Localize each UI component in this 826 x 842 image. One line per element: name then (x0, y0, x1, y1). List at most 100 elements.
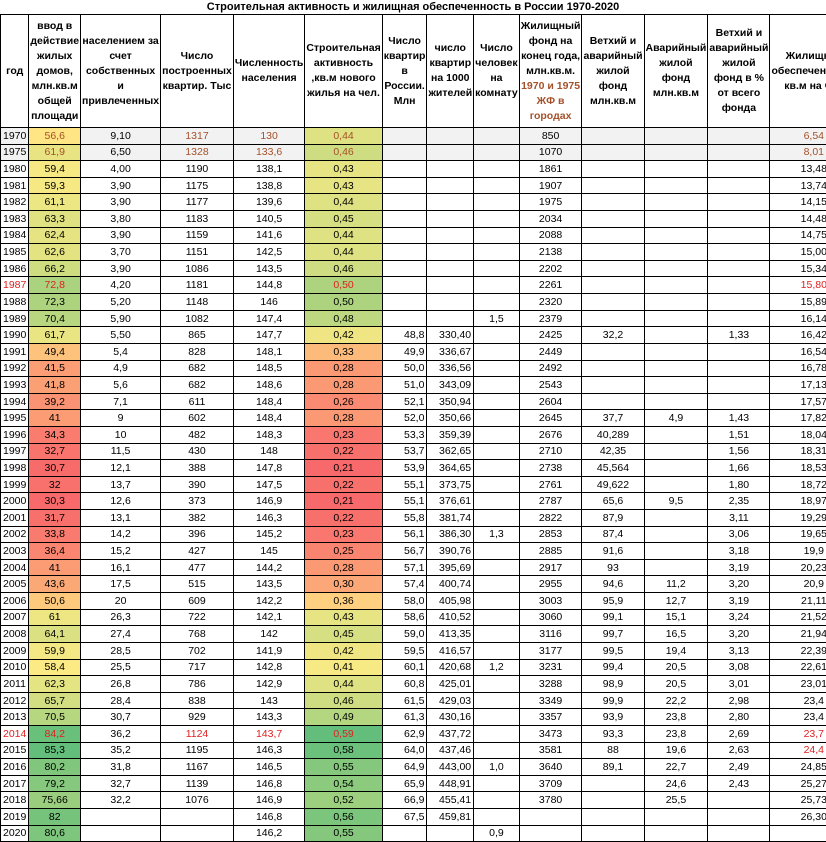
cell-dilapidated-percent: 3,19 (708, 593, 770, 610)
cell-built-total: 41 (29, 559, 81, 576)
cell-activity: 0,50 (305, 294, 382, 311)
cell-built-private: 5,50 (81, 327, 161, 344)
cell-dilapidated: 42,35 (582, 443, 644, 460)
cell-population: 143,3 (233, 709, 304, 726)
cell-apartments-total: 53,7 (382, 443, 427, 460)
cell-built-total: 49,4 (29, 343, 81, 360)
cell-built-private: 25,5 (81, 659, 161, 676)
cell-year: 2009 (1, 642, 29, 659)
cell-built-private: 4,9 (81, 360, 161, 377)
cell-dilapidated (582, 825, 644, 842)
cell-population: 139,6 (233, 194, 304, 211)
cell-people-per-room: 0,9 (474, 825, 520, 842)
cell-built-private: 7,1 (81, 393, 161, 410)
cell-apartments-built: 1076 (161, 792, 234, 809)
cell-year: 1983 (1, 211, 29, 228)
cell-housing-stock: 2676 (519, 426, 582, 443)
cell-apartments-total: 52,1 (382, 393, 427, 410)
cell-housing-stock: 3709 (519, 775, 582, 792)
cell-apartments-total (382, 244, 427, 261)
cell-dilapidated-percent: 3,01 (708, 676, 770, 693)
cell-dilapidated-percent (708, 128, 770, 145)
cell-year: 1998 (1, 460, 29, 477)
cell-activity: 0,46 (305, 144, 382, 161)
cell-activity: 0,28 (305, 377, 382, 394)
cell-emergency (644, 443, 708, 460)
cell-built-total: 61,9 (29, 144, 81, 161)
cell-year: 2004 (1, 559, 29, 576)
cell-activity: 0,22 (305, 476, 382, 493)
cell-apartments-total: 53,9 (382, 460, 427, 477)
cell-built-private: 28,5 (81, 642, 161, 659)
cell-emergency (644, 825, 708, 842)
cell-built-total: 59,4 (29, 161, 81, 178)
cell-apartments-built: 1328 (161, 144, 234, 161)
cell-built-total: 41 (29, 410, 81, 427)
cell-dilapidated-percent (708, 294, 770, 311)
cell-built-private: 30,7 (81, 709, 161, 726)
cell-year: 1996 (1, 426, 29, 443)
cell-emergency (644, 377, 708, 394)
cell-per-capita: 14,48 (770, 211, 826, 228)
cell-population: 140,5 (233, 211, 304, 228)
cell-dilapidated: 99,5 (582, 642, 644, 659)
cell-population: 147,5 (233, 476, 304, 493)
cell-activity: 0,48 (305, 310, 382, 327)
cell-apartments-built: 1159 (161, 227, 234, 244)
cell-dilapidated: 88 (582, 742, 644, 759)
cell-population: 143,7 (233, 725, 304, 742)
cell-population: 148,3 (233, 426, 304, 443)
cell-built-private: 12,1 (81, 460, 161, 477)
cell-activity: 0,30 (305, 576, 382, 593)
cell-apartments-total (382, 825, 427, 842)
cell-per-capita: 23,01 (770, 676, 826, 693)
cell-activity: 0,42 (305, 642, 382, 659)
cell-apartments-total: 60,8 (382, 676, 427, 693)
cell-apartments-total: 55,1 (382, 493, 427, 510)
cell-population: 143 (233, 692, 304, 709)
cell-apartments-built: 611 (161, 393, 234, 410)
cell-housing-stock: 1070 (519, 144, 582, 161)
col-header: Аварийный жилой фонд млн.кв.м (644, 15, 708, 128)
cell-apartments-per-1000 (427, 260, 474, 277)
cell-per-capita: 25,27 (770, 775, 826, 792)
cell-people-per-room (474, 626, 520, 643)
cell-year: 2015 (1, 742, 29, 759)
cell-housing-stock: 3231 (519, 659, 582, 676)
cell-per-capita: 23,7 (770, 725, 826, 742)
cell-built-total: 82 (29, 808, 81, 825)
cell-year: 2016 (1, 759, 29, 776)
cell-housing-stock: 2738 (519, 460, 582, 477)
cell-apartments-built (161, 808, 234, 825)
cell-per-capita: 15,80 (770, 277, 826, 294)
cell-per-capita: 21,11 (770, 593, 826, 610)
cell-apartments-per-1000: 395,69 (427, 559, 474, 576)
cell-dilapidated: 45,564 (582, 460, 644, 477)
cell-built-total: 34,3 (29, 426, 81, 443)
cell-apartments-total: 56,7 (382, 543, 427, 560)
cell-built-private: 28,4 (81, 692, 161, 709)
cell-housing-stock: 2917 (519, 559, 582, 576)
cell-people-per-room (474, 426, 520, 443)
cell-built-private: 17,5 (81, 576, 161, 593)
cell-people-per-room (474, 327, 520, 344)
cell-people-per-room (474, 244, 520, 261)
cell-people-per-room (474, 410, 520, 427)
cell-built-private: 9,10 (81, 128, 161, 145)
cell-housing-stock: 2379 (519, 310, 582, 327)
cell-population: 146,9 (233, 792, 304, 809)
cell-apartments-per-1000: 390,76 (427, 543, 474, 560)
cell-people-per-room (474, 144, 520, 161)
cell-year: 2000 (1, 493, 29, 510)
cell-apartments-per-1000 (427, 211, 474, 228)
cell-emergency (644, 144, 708, 161)
cell-activity: 0,25 (305, 543, 382, 560)
cell-per-capita: 19,29 (770, 510, 826, 527)
cell-dilapidated-percent (708, 161, 770, 178)
cell-built-total: 59,9 (29, 642, 81, 659)
